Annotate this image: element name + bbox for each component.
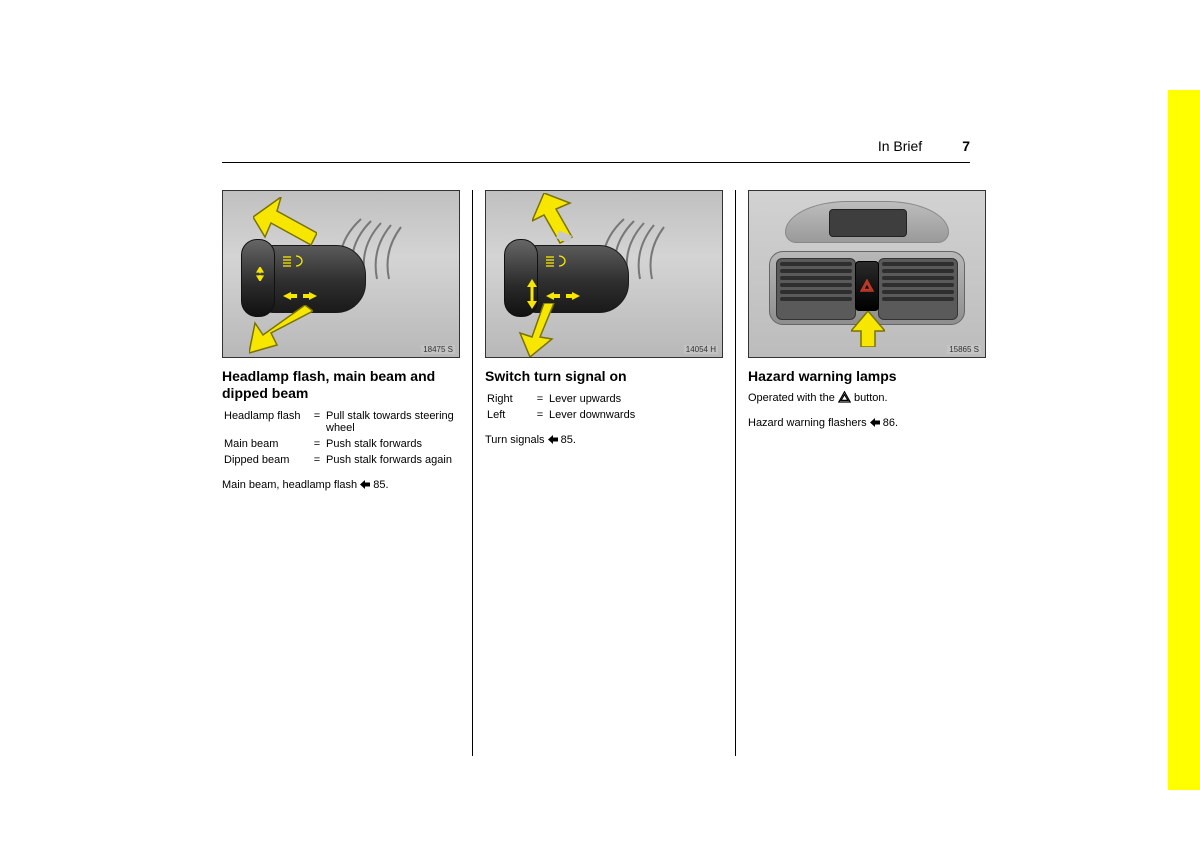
column-title: Headlamp flash, main beam and dipped bea…: [222, 368, 460, 402]
desc: Pull stalk towards steering wheel: [324, 408, 460, 436]
figure-caption: 15865 S: [947, 345, 981, 354]
cross-ref: Hazard warning flashers 86.: [748, 416, 986, 431]
page-ref-icon: [360, 480, 370, 489]
column-divider: [735, 190, 736, 756]
arrow-up-icon: [253, 197, 317, 251]
ref-text: Turn signals: [485, 434, 548, 446]
figure-caption: 18475 S: [421, 345, 455, 354]
desc: Push stalk forwards: [324, 436, 460, 452]
body-text: Operated with the button.: [748, 391, 986, 406]
figure-turn-signal-stalk: 14054 H: [485, 190, 723, 358]
header-rule: [222, 162, 970, 163]
arrow-down-icon: [510, 303, 558, 357]
ref-page: 86.: [883, 417, 898, 429]
beam-icon: [283, 255, 303, 283]
term: Right: [485, 391, 533, 407]
equals: =: [533, 391, 547, 407]
section-color-tab: [1168, 90, 1200, 790]
turn-signal-icon: [546, 291, 580, 301]
desc: Lever upwards: [547, 391, 637, 407]
air-vent-left-icon: [776, 258, 856, 320]
page-ref-icon: [548, 435, 558, 444]
column-divider: [472, 190, 473, 756]
page-ref-icon: [870, 418, 880, 427]
table-row: Main beam = Push stalk forwards: [222, 436, 460, 452]
column-headlamp: 18475 S Headlamp flash, main beam and di…: [222, 190, 460, 756]
body-pre: Operated with the: [748, 392, 838, 404]
table-row: Headlamp flash = Pull stalk towards stee…: [222, 408, 460, 436]
page-header: In Brief 7: [222, 138, 970, 160]
column-turn-signal: 14054 H Switch turn signal on Right = Le…: [485, 190, 723, 756]
page-number: 7: [962, 138, 970, 154]
definition-table: Right = Lever upwards Left = Lever downw…: [485, 391, 637, 423]
ref-page: 85.: [373, 479, 388, 491]
column-title: Switch turn signal on: [485, 368, 723, 385]
arrow-down-icon: [249, 305, 313, 355]
figure-headlamp-stalk: 18475 S: [222, 190, 460, 358]
arrow-up-icon: [851, 311, 885, 347]
content-columns: 18475 S Headlamp flash, main beam and di…: [222, 190, 986, 756]
equals: =: [533, 407, 547, 423]
desc: Lever downwards: [547, 407, 637, 423]
ref-text: Main beam, headlamp flash: [222, 479, 360, 491]
hazard-triangle-icon: [838, 391, 851, 403]
arrow-up-icon: [532, 193, 576, 249]
beam-icon: [546, 255, 566, 269]
figure-caption: 14054 H: [684, 345, 718, 354]
cross-ref: Main beam, headlamp flash 85.: [222, 478, 460, 493]
cross-ref: Turn signals 85.: [485, 433, 723, 448]
column-hazard: 15865 S Hazard warning lamps Operated wi…: [748, 190, 986, 756]
ref-page: 85.: [561, 434, 576, 446]
term: Main beam: [222, 436, 310, 452]
figure-hazard-button: 15865 S: [748, 190, 986, 358]
table-row: Right = Lever upwards: [485, 391, 637, 407]
section-name: In Brief: [878, 138, 922, 154]
hazard-button-icon: [855, 261, 879, 311]
definition-table: Headlamp flash = Pull stalk towards stee…: [222, 408, 460, 468]
column-title: Hazard warning lamps: [748, 368, 986, 385]
table-row: Dipped beam = Push stalk forwards again: [222, 452, 460, 468]
equals: =: [310, 408, 324, 436]
turn-signal-icon: [283, 291, 317, 301]
body-post: button.: [851, 392, 888, 404]
table-row: Left = Lever downwards: [485, 407, 637, 423]
equals: =: [310, 452, 324, 468]
ref-text: Hazard warning flashers: [748, 417, 870, 429]
air-vent-right-icon: [878, 258, 958, 320]
term: Headlamp flash: [222, 408, 310, 436]
term: Left: [485, 407, 533, 423]
desc: Push stalk forwards again: [324, 452, 460, 468]
equals: =: [310, 436, 324, 452]
term: Dipped beam: [222, 452, 310, 468]
